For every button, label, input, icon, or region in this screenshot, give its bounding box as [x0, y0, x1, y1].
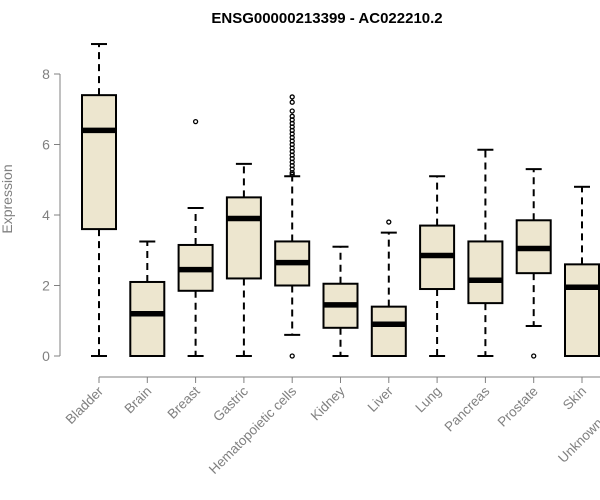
y-tick-label: 8: [42, 66, 50, 82]
box-iqr: [129, 280, 166, 358]
box-iqr: [81, 94, 117, 231]
y-tick-label: 4: [42, 207, 50, 223]
box-hematopoietic-cells: [274, 94, 311, 359]
outlier-point: [289, 94, 295, 100]
box-lung: [419, 175, 456, 357]
x-tick-label: Breast: [165, 383, 203, 421]
y-tick-label: 0: [42, 348, 50, 364]
box-liver: [370, 219, 407, 357]
boxes-group: [81, 43, 600, 359]
x-tick-label: Liver: [365, 383, 397, 415]
outlier-point: [386, 219, 392, 225]
x-tick-label: Skin: [560, 384, 589, 413]
x-tick-label: Kidney: [308, 383, 348, 423]
y-tick-label: 6: [42, 137, 50, 153]
box-pancreas: [467, 148, 504, 357]
box-iqr: [564, 263, 600, 358]
x-tick-label: Hematopoietic cells: [206, 383, 300, 477]
outlier-point: [192, 118, 199, 125]
box-kidney: [322, 245, 359, 357]
box-iqr: [467, 240, 504, 305]
box-skin: [564, 185, 600, 358]
y-tick-label: 2: [42, 278, 50, 294]
x-tick-label: Pancreas: [442, 383, 493, 434]
outlier-point: [289, 113, 295, 119]
box-prostate: [515, 168, 552, 359]
x-tick-label: Bladder: [63, 383, 107, 427]
box-breast: [177, 118, 214, 357]
outlier-point: [289, 108, 295, 114]
outlier-point: [289, 99, 295, 105]
x-tick-label: Gastric: [210, 383, 251, 424]
x-tick-label: Lung: [412, 384, 444, 416]
box-iqr: [370, 305, 407, 357]
x-tick-label: Prostate: [495, 384, 541, 430]
box-bladder: [81, 43, 117, 357]
outlier-point: [289, 353, 295, 359]
box-iqr: [225, 196, 262, 280]
outlier-point: [289, 171, 295, 178]
y-axis-label: Expression: [0, 164, 15, 233]
chart-title: ENSG00000213399 - AC022210.2: [211, 10, 442, 27]
y-axis: 0 2 4 6 8: [42, 66, 61, 364]
x-tick-label: Brain: [122, 384, 155, 417]
box-brain: [129, 240, 166, 358]
outlier-point: [531, 353, 537, 359]
box-gastric: [225, 162, 262, 357]
